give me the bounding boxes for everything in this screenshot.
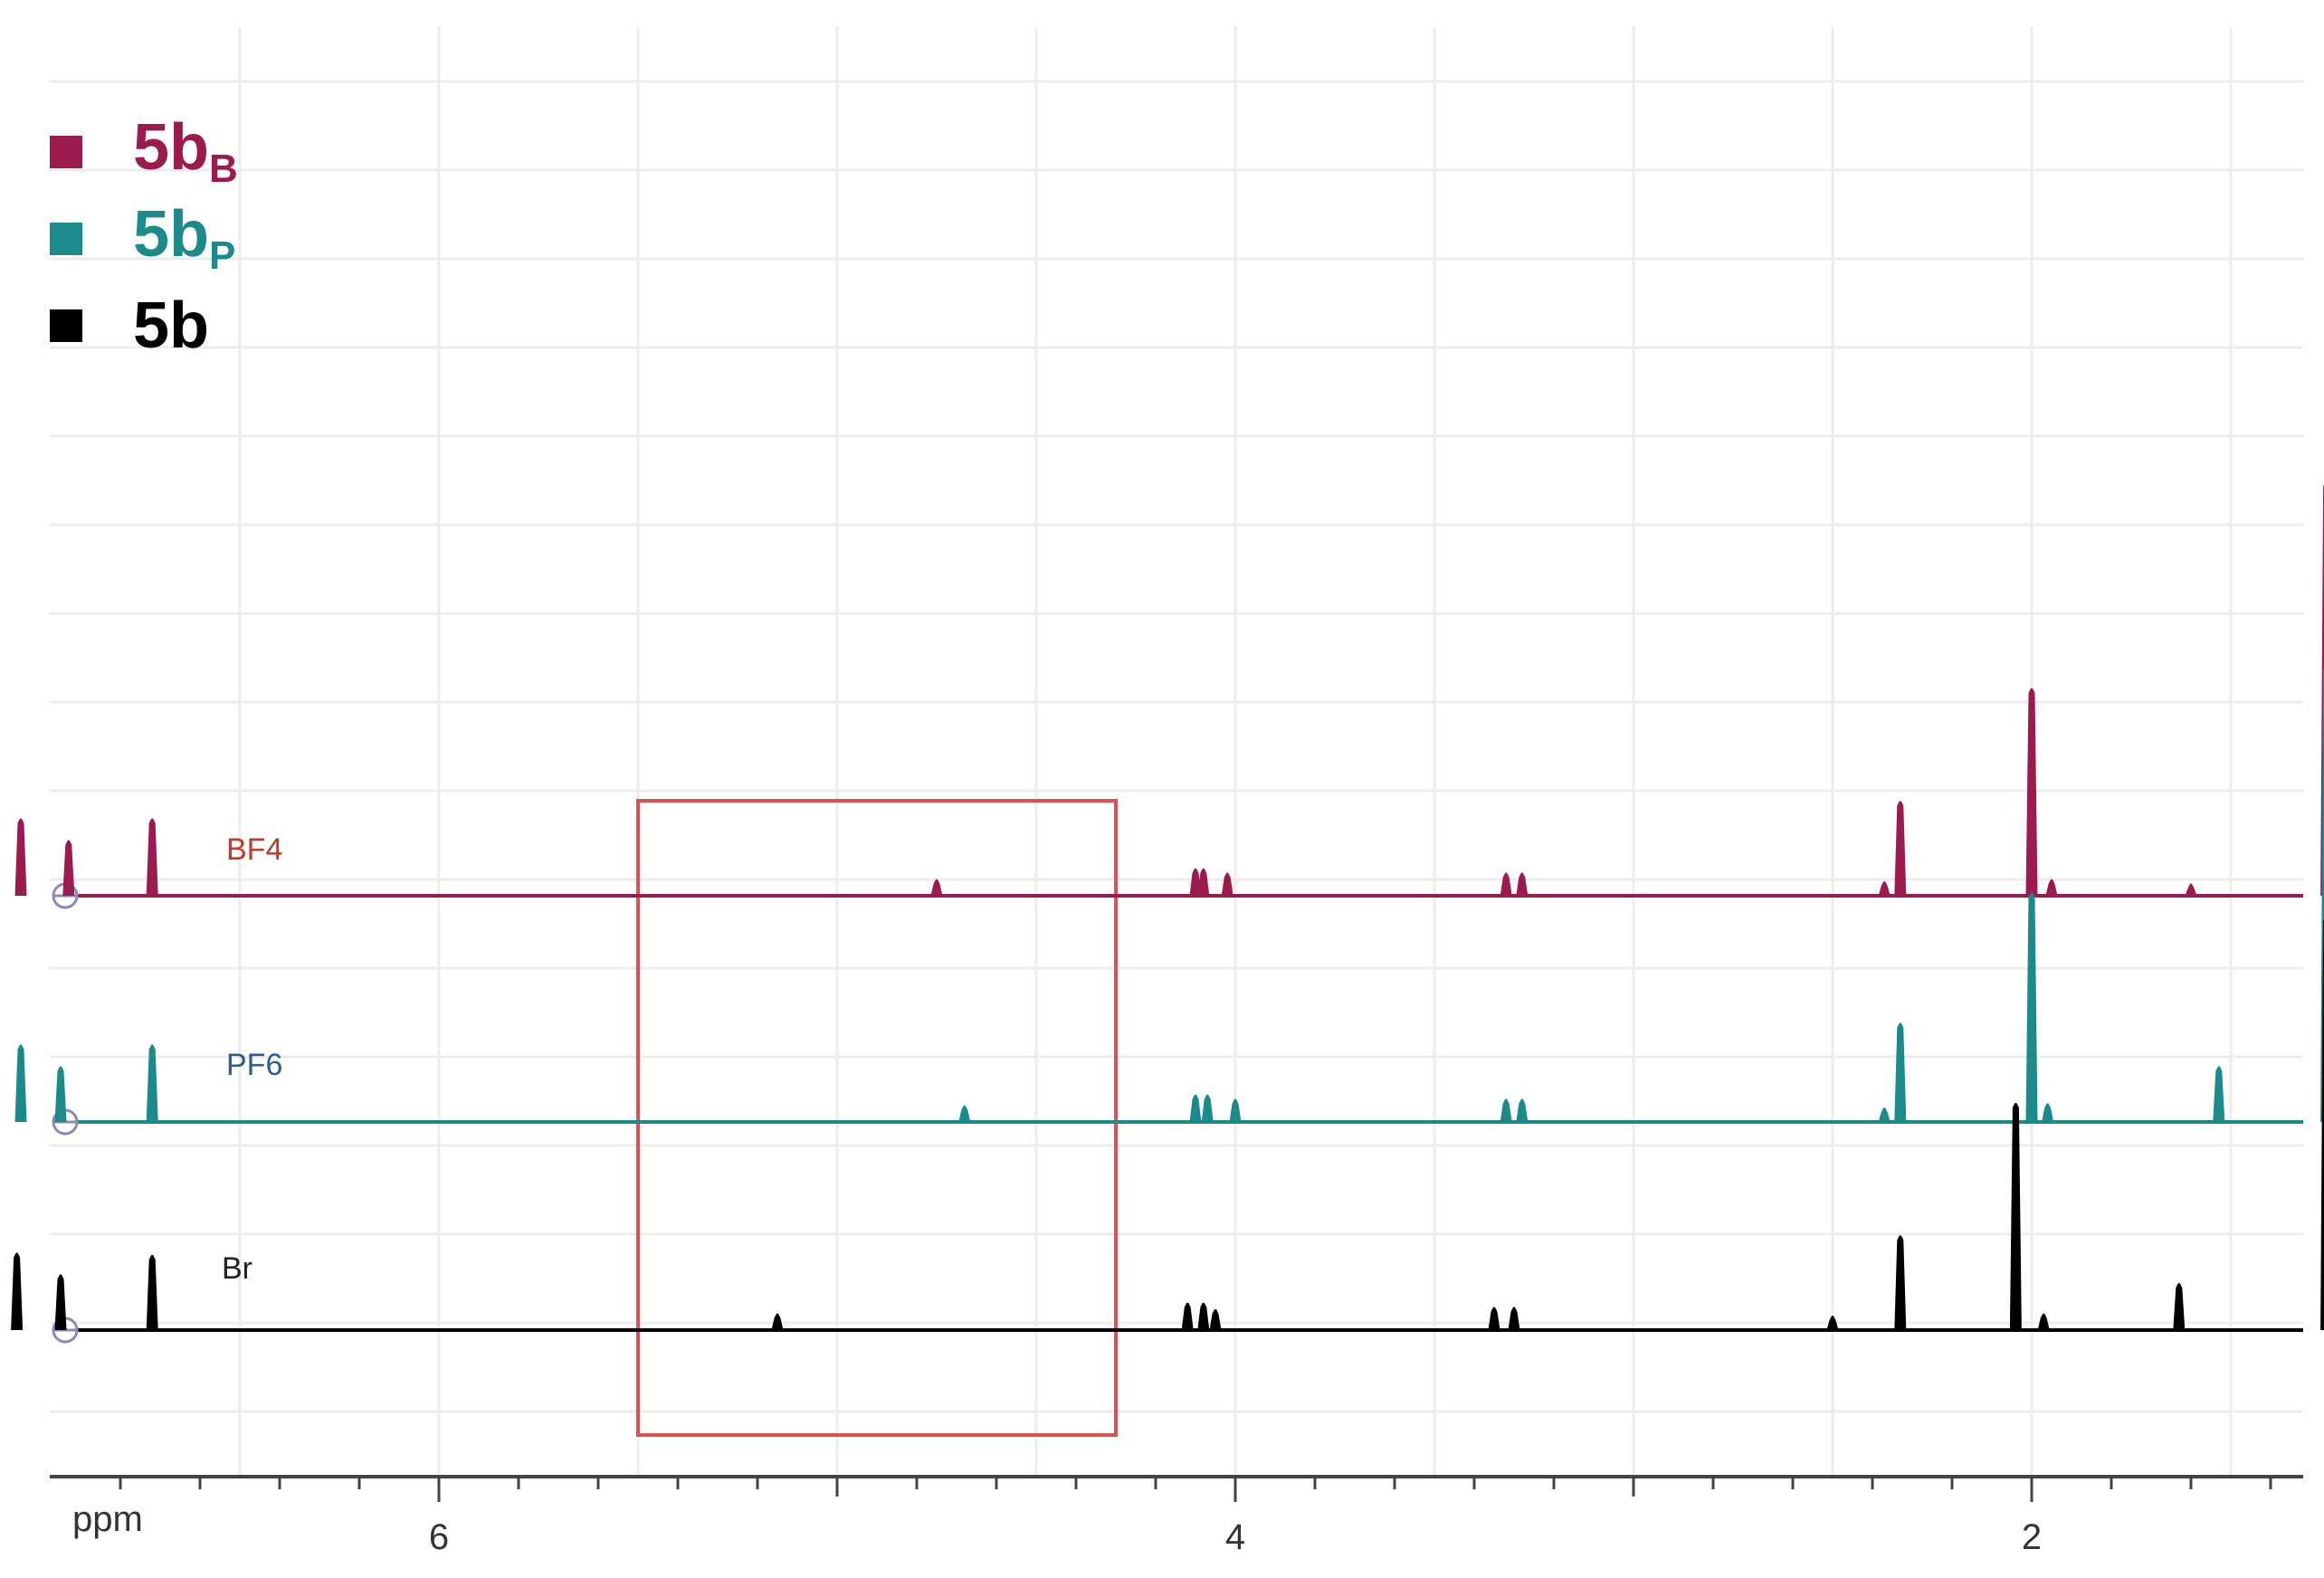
spectrum-peak	[146, 1254, 158, 1331]
legend-swatch	[50, 223, 82, 255]
spectrum-traces: BF4 PF6 Br	[11, 484, 2324, 1344]
grid-lines	[50, 27, 2303, 1477]
spectrum-peak	[1197, 1302, 1210, 1331]
legend: 5bB 5bP 5b	[50, 109, 238, 369]
spectrum-peak	[1201, 1094, 1214, 1123]
spectrum-peak	[146, 1044, 158, 1123]
legend-entry: 5bB	[50, 109, 238, 195]
spectrum-peak	[2045, 879, 2058, 897]
legend-entry: 5bP	[50, 195, 238, 282]
spectrum-peak	[1894, 801, 1907, 897]
spectrum-peak	[1516, 1098, 1529, 1123]
x-axis: 108642	[50, 1475, 2303, 1557]
legend-label: 5bB	[133, 111, 238, 191]
series-bf4: BF4	[14, 484, 2324, 909]
spectrum-peak	[14, 1044, 27, 1123]
spectrum-peak	[1488, 1307, 1500, 1331]
spectrum-peak	[1826, 1316, 1839, 1331]
spectrum-peak	[1229, 1098, 1242, 1123]
spectrum-peak	[2037, 1313, 2050, 1331]
trace-label: BF4	[226, 832, 282, 867]
series-pf6: PF6	[14, 667, 2324, 1136]
spectrum-peak	[2009, 1102, 2022, 1331]
trace-label: Br	[222, 1251, 252, 1286]
highlight-box	[636, 799, 1118, 1437]
legend-label: 5bP	[133, 198, 236, 278]
spectrum-peak	[1878, 1107, 1891, 1123]
spectrum-peak	[14, 818, 27, 897]
legend-swatch	[50, 309, 82, 342]
spectrum-peak	[1197, 868, 1210, 897]
spectrum-peak	[930, 879, 943, 897]
spectrum-peak	[1516, 872, 1529, 897]
x-axis-label: ppm	[72, 1499, 143, 1539]
spectrum-peak	[1878, 881, 1891, 897]
spectrum-peak	[1500, 872, 1512, 897]
x-tick-label: 2	[2022, 1517, 2042, 1557]
spectrum-peak	[1500, 1098, 1512, 1123]
spectrum-peak	[2173, 1283, 2186, 1331]
spectrum-peak	[62, 840, 75, 897]
spectrum-peak	[11, 1252, 24, 1331]
spectrum-peak	[54, 1274, 67, 1331]
legend-entry: 5b	[50, 282, 238, 369]
spectrum-peak	[2042, 1103, 2054, 1123]
spectrum-peak	[54, 1066, 67, 1123]
series-br: Br	[11, 918, 2324, 1344]
x-tick-label: 6	[429, 1517, 449, 1557]
spectrum-peak	[2185, 883, 2197, 897]
spectrum-peak	[958, 1105, 971, 1123]
spectrum-peak	[2025, 688, 2038, 897]
spectrum-peak	[1189, 868, 1202, 897]
spectrum-peak	[1508, 1307, 1520, 1331]
legend-swatch	[50, 136, 82, 168]
spectrum-peak	[146, 818, 158, 897]
spectrum-peak	[1189, 1094, 1202, 1123]
spectrum-peak	[1221, 872, 1233, 897]
spectrum-peak	[1181, 1302, 1194, 1331]
trace-label: PF6	[226, 1048, 282, 1082]
highlight-boxes	[636, 799, 1118, 1437]
spectrum-peak	[1209, 1308, 1222, 1331]
x-tick-label: 4	[1225, 1517, 1245, 1557]
legend-label: 5b	[133, 290, 210, 362]
spectrum-peak	[1894, 1235, 1907, 1331]
spectrum-peak	[2025, 892, 2038, 1123]
spectrum-peak	[771, 1313, 784, 1331]
spectrum-peak	[2213, 1066, 2225, 1123]
spectrum-peak	[1894, 1022, 1907, 1123]
